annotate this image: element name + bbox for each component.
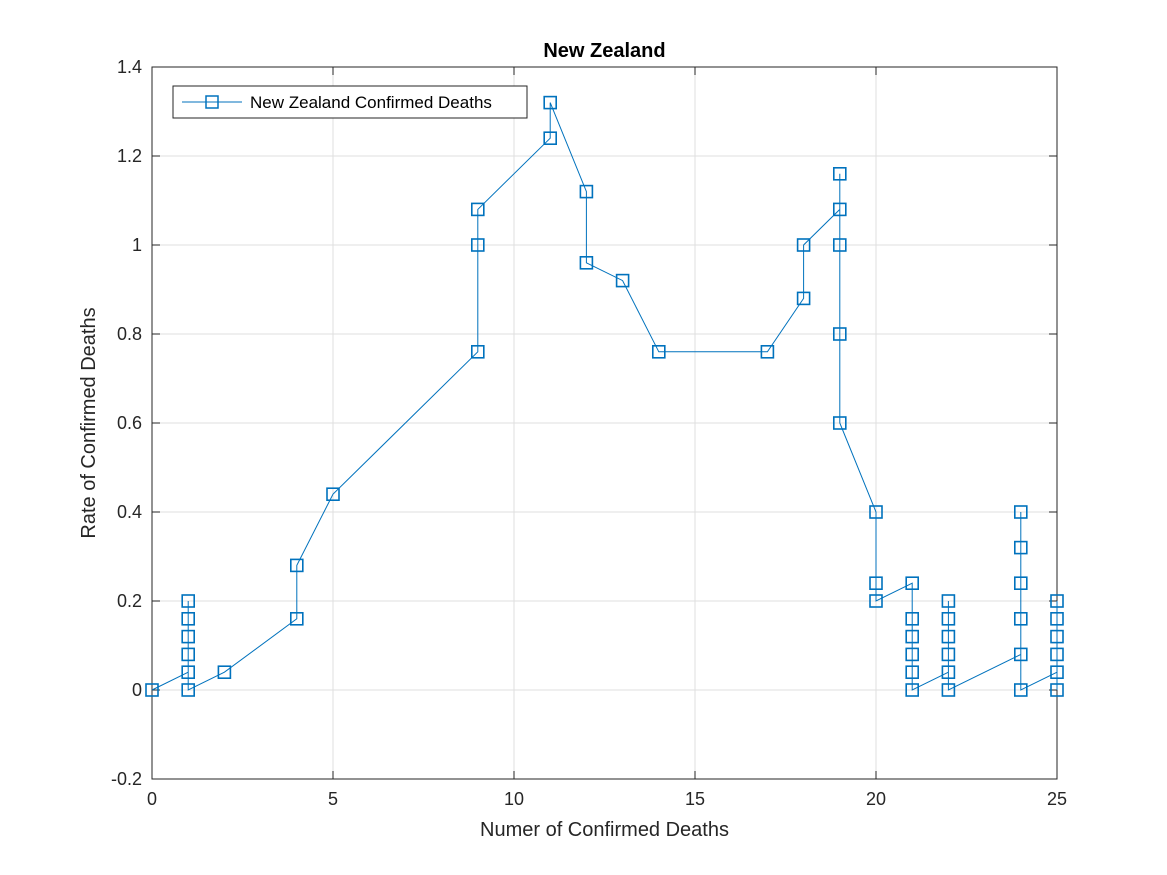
- data-point-marker: [181, 665, 195, 680]
- data-point-marker: [181, 594, 195, 608]
- y-tick-label: 1: [132, 235, 142, 255]
- series-layer: [145, 95, 1064, 697]
- data-point-marker: [181, 683, 195, 697]
- data-point-marker: [181, 647, 195, 662]
- y-tick-label: -0.2: [111, 769, 142, 789]
- data-point-marker: [1013, 647, 1028, 662]
- data-point-marker: [470, 202, 485, 217]
- data-point-marker: [905, 576, 920, 591]
- x-tick-label: 0: [147, 789, 157, 809]
- data-point-marker: [1050, 594, 1064, 608]
- data-point-marker: [326, 487, 340, 502]
- x-tick-label: 10: [504, 789, 524, 809]
- data-point-marker: [832, 238, 847, 252]
- data-point-marker: [217, 665, 232, 680]
- data-point-marker: [832, 202, 847, 217]
- data-point-marker: [796, 238, 811, 252]
- data-point-marker: [289, 611, 304, 626]
- data-point-marker: [832, 416, 847, 430]
- x-tick-label: 20: [866, 789, 886, 809]
- data-point-marker: [941, 629, 956, 644]
- data-point-marker: [1013, 505, 1028, 519]
- data-point-marker: [905, 683, 920, 697]
- data-point-marker: [651, 344, 666, 359]
- data-point-marker: [905, 665, 920, 680]
- data-point-marker: [289, 558, 304, 573]
- data-point-marker: [1013, 576, 1028, 591]
- data-point-marker: [905, 647, 920, 662]
- data-point-marker: [1013, 611, 1028, 626]
- data-point-marker: [470, 344, 485, 359]
- x-tick-label: 5: [328, 789, 338, 809]
- data-point-marker: [543, 95, 558, 110]
- data-point-marker: [1013, 683, 1028, 697]
- data-point-marker: [905, 611, 920, 626]
- data-point-marker: [470, 238, 485, 252]
- data-point-marker: [1050, 611, 1064, 626]
- data-point-marker: [941, 647, 956, 662]
- data-point-marker: [905, 629, 920, 644]
- legend-label: New Zealand Confirmed Deaths: [250, 93, 492, 112]
- data-point-marker: [1050, 647, 1064, 662]
- data-point-marker: [615, 273, 630, 288]
- data-point-marker: [181, 629, 195, 644]
- legend: New Zealand Confirmed Deaths: [172, 85, 528, 119]
- data-point-marker: [1013, 540, 1028, 555]
- y-axis-label: Rate of Confirmed Deaths: [78, 307, 100, 538]
- x-tick-label: 25: [1047, 789, 1067, 809]
- data-point-marker: [145, 683, 159, 697]
- y-tick-label: 1.2: [117, 146, 142, 166]
- data-point-marker: [1050, 683, 1064, 697]
- y-tick-label: 0.8: [117, 324, 142, 344]
- legend-square-marker: [205, 95, 219, 109]
- data-point-marker: [1050, 665, 1064, 680]
- data-point-marker: [832, 167, 847, 181]
- series-line: [151, 102, 1058, 691]
- y-tick-label: 1.4: [117, 57, 142, 77]
- data-point-marker: [1050, 629, 1064, 644]
- data-point-marker: [869, 505, 883, 519]
- data-point-marker: [941, 683, 956, 697]
- data-point-marker: [579, 184, 594, 199]
- x-tick-label: 15: [685, 789, 705, 809]
- chart-title: New Zealand: [543, 40, 665, 62]
- y-tick-label: 0.4: [117, 502, 142, 522]
- data-point-marker: [543, 131, 558, 145]
- data-point-marker: [760, 344, 775, 359]
- data-point-marker: [832, 327, 847, 341]
- x-axis-label: Numer of Confirmed Deaths: [480, 819, 729, 841]
- data-point-marker: [941, 594, 956, 608]
- y-tick-label: 0: [132, 680, 142, 700]
- data-point-marker: [941, 665, 956, 680]
- data-point-marker: [869, 594, 883, 608]
- y-tick-label: 0.6: [117, 413, 142, 433]
- y-tick-label: 0.2: [117, 591, 142, 611]
- data-point-marker: [579, 255, 594, 270]
- data-point-marker: [941, 611, 956, 626]
- data-point-marker: [181, 611, 195, 626]
- data-point-marker: [796, 291, 811, 306]
- data-point-marker: [869, 576, 883, 591]
- axis-ticks: 0 5 10 15 20 25-0.200.20.40.60.811.21.4: [111, 57, 1067, 809]
